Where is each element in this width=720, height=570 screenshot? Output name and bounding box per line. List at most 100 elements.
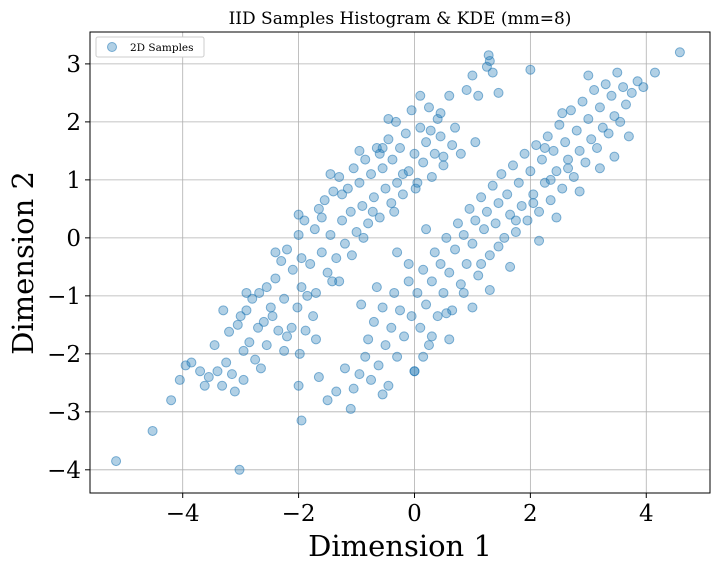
- data-point: [409, 148, 420, 159]
- data-point: [470, 215, 481, 226]
- data-point: [209, 340, 220, 351]
- data-point: [389, 206, 400, 217]
- data-point: [366, 169, 377, 180]
- data-point: [473, 270, 484, 281]
- data-point: [238, 374, 249, 385]
- data-point: [244, 337, 255, 348]
- data-point: [444, 267, 455, 278]
- x-tick-label: 2: [523, 501, 538, 527]
- data-point: [461, 84, 472, 95]
- data-point: [525, 64, 536, 75]
- data-point: [531, 140, 542, 151]
- data-points: [111, 47, 685, 475]
- data-point: [354, 369, 365, 380]
- data-point: [421, 137, 432, 148]
- data-point: [444, 334, 455, 345]
- data-point: [241, 287, 252, 298]
- data-point: [592, 142, 603, 153]
- data-point: [377, 389, 388, 400]
- data-point: [147, 425, 158, 436]
- data-point: [337, 215, 348, 226]
- data-point: [516, 200, 527, 211]
- data-point: [363, 218, 374, 229]
- data-point: [551, 166, 562, 177]
- data-point: [199, 380, 210, 391]
- data-point: [674, 47, 685, 58]
- data-point: [583, 70, 594, 81]
- data-point: [234, 464, 245, 475]
- data-point: [299, 215, 310, 226]
- data-point: [461, 258, 472, 269]
- data-point: [450, 244, 461, 255]
- data-point: [354, 145, 365, 156]
- data-point: [310, 334, 321, 345]
- data-point: [403, 166, 414, 177]
- data-point: [510, 227, 521, 238]
- data-point: [250, 354, 261, 365]
- data-point: [557, 108, 568, 119]
- data-point: [360, 351, 371, 362]
- x-axis-ticks: −4 −2 0 2 4: [166, 493, 654, 527]
- data-point: [476, 258, 487, 269]
- data-point: [447, 140, 458, 151]
- data-point: [293, 380, 304, 391]
- data-point: [505, 209, 516, 220]
- data-point: [294, 348, 305, 359]
- legend-marker: [107, 42, 117, 52]
- data-point: [255, 363, 266, 374]
- data-point: [293, 229, 304, 240]
- grid-lines: [90, 32, 710, 493]
- data-point: [502, 189, 513, 200]
- data-point: [473, 90, 484, 101]
- data-point: [331, 386, 342, 397]
- y-axis-label: Dimension 2: [6, 171, 40, 355]
- data-point: [484, 285, 495, 296]
- data-point: [386, 198, 397, 209]
- data-point: [286, 322, 297, 333]
- data-point: [366, 374, 377, 385]
- data-point: [421, 299, 432, 310]
- data-point: [577, 96, 588, 107]
- data-point: [383, 380, 394, 391]
- data-point: [452, 218, 463, 229]
- legend-label: 2D Samples: [130, 42, 194, 54]
- data-point: [203, 372, 214, 383]
- data-point: [276, 256, 287, 267]
- data-point: [568, 171, 579, 182]
- data-point: [348, 163, 359, 174]
- data-point: [380, 183, 391, 194]
- data-point: [279, 345, 290, 356]
- data-point: [444, 90, 455, 101]
- data-point: [331, 253, 342, 264]
- data-point: [300, 325, 311, 336]
- data-point: [441, 232, 452, 243]
- data-point: [368, 316, 379, 327]
- data-point: [418, 264, 429, 275]
- data-point: [528, 198, 539, 209]
- data-point: [470, 137, 481, 148]
- data-point: [400, 128, 411, 139]
- data-point: [563, 163, 574, 174]
- data-point: [534, 235, 545, 246]
- data-point: [403, 258, 414, 269]
- data-point: [195, 366, 206, 377]
- data-point: [638, 82, 649, 93]
- data-point: [574, 145, 585, 156]
- data-point: [557, 183, 568, 194]
- data-point: [487, 67, 498, 78]
- data-point: [458, 229, 469, 240]
- data-point: [360, 154, 371, 165]
- y-tick-label: −3: [47, 400, 81, 426]
- data-point: [319, 195, 330, 206]
- data-point: [270, 273, 281, 284]
- data-point: [267, 311, 278, 322]
- y-tick-label: −4: [47, 458, 81, 484]
- data-point: [389, 287, 400, 298]
- data-point: [392, 177, 403, 188]
- plot-frame: [89, 31, 711, 494]
- data-point: [412, 287, 423, 298]
- data-point: [254, 287, 265, 298]
- data-point: [447, 305, 458, 316]
- data-point: [505, 261, 516, 272]
- data-point: [186, 357, 197, 368]
